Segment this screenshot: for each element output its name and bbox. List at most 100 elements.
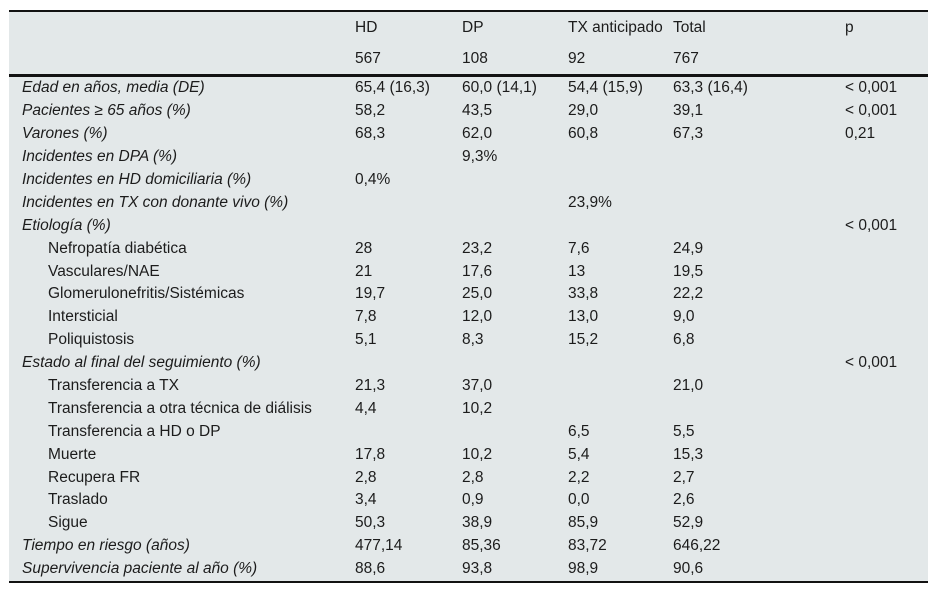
row-label: Pacientes ≥ 65 años (%) (22, 102, 191, 120)
cell-value (845, 535, 928, 558)
cell-value (355, 352, 462, 375)
cell-value: 21,3 (355, 377, 386, 395)
cell-value: 646,22 (673, 537, 721, 555)
table-row: Supervivencia paciente al año (%) 88,6 93,… (9, 558, 928, 582)
cell-value: 13 (568, 262, 586, 280)
cell-value: < 0,001 (845, 102, 898, 120)
cell-value: 6,5 (568, 422, 590, 440)
column-header: TX anticipado (568, 18, 663, 36)
row-label: Sigue (48, 514, 88, 532)
table-row: Incidentes en HD domiciliaria (%) 0,4% (9, 169, 928, 192)
table-row: Etiología (%) < 0,001 (9, 214, 928, 237)
row-label: Vasculares/NAE (48, 262, 160, 280)
cell-value: 33,8 (568, 285, 599, 303)
cell-value (462, 352, 568, 375)
cell-value (845, 558, 928, 582)
table-row: Pacientes ≥ 65 años (%) 58,2 43,5 29,0 39,1 <… (9, 100, 928, 123)
cell-value (355, 214, 462, 237)
row-label: Intersticial (48, 308, 118, 326)
cell-value: 43,5 (462, 102, 493, 120)
cell-value: 4,4 (355, 399, 377, 417)
cell-value: 85,36 (462, 537, 501, 555)
table-header: HD DP TX anticipado Total p 567 108 92 767 (9, 11, 928, 77)
cell-value: 7,8 (355, 308, 377, 326)
table-row: Tiempo en riesgo (años) 477,14 85,36 83,72 6… (9, 535, 928, 558)
cell-value: 37,0 (462, 377, 493, 395)
column-count: 767 (673, 43, 845, 77)
cell-value: 24,9 (673, 239, 704, 257)
cell-value: 2,6 (673, 491, 695, 509)
cell-value: 7,6 (568, 239, 590, 257)
cell-value: 21 (355, 262, 373, 280)
cell-value (673, 397, 845, 420)
row-label: Etiología (%) (22, 216, 111, 234)
column-header: DP (462, 18, 484, 36)
cell-value: 83,72 (568, 537, 607, 555)
cell-value: 67,3 (673, 125, 704, 143)
table-row: Transferencia a HD o DP 6,5 5,5 (9, 420, 928, 443)
cell-value (845, 512, 928, 535)
cell-value: 25,0 (462, 285, 493, 303)
cell-value: 10,2 (462, 399, 493, 417)
column-header: HD (355, 18, 378, 36)
table-row: Edad en años, media (DE) 65,4 (16,3) 60,0 … (9, 76, 928, 100)
cell-value: 2,7 (673, 468, 695, 486)
table-row: Traslado 3,4 0,9 0,0 2,6 (9, 489, 928, 512)
cell-value: 63,3 (16,4) (673, 79, 748, 97)
cell-value: 19,7 (355, 285, 386, 303)
column-count (9, 43, 355, 77)
cell-value: 10,2 (462, 445, 493, 463)
cell-value (568, 214, 673, 237)
cell-value: 9,3% (462, 148, 498, 166)
cell-value: 28 (355, 239, 373, 257)
cell-value (845, 397, 928, 420)
results-table: HD DP TX anticipado Total p 567 108 92 767 Edad… (9, 10, 928, 583)
cell-value: 93,8 (462, 560, 493, 578)
cell-value: 29,0 (568, 102, 599, 120)
cell-value: 17,6 (462, 262, 493, 280)
cell-value: < 0,001 (845, 79, 898, 97)
cell-value (355, 146, 462, 169)
cell-value: 12,0 (462, 308, 493, 326)
cell-value: 9,0 (673, 308, 695, 326)
cell-value: 2,2 (568, 468, 590, 486)
cell-value (845, 146, 928, 169)
cell-value: 85,9 (568, 514, 599, 532)
table-row: Incidentes en TX con donante vivo (%) 23,… (9, 191, 928, 214)
cell-value: 65,4 (16,3) (355, 79, 430, 97)
cell-value: 15,2 (568, 331, 599, 349)
table-row: Vasculares/NAE 21 17,6 13 19,5 (9, 260, 928, 283)
cell-value: 54,4 (15,9) (568, 79, 643, 97)
row-label: Transferencia a otra técnica de diálisis (48, 399, 312, 417)
table-row: Incidentes en DPA (%) 9,3% (9, 146, 928, 169)
cell-value: 0,0 (568, 491, 590, 509)
table-row: Poliquistosis 5,1 8,3 15,2 6,8 (9, 329, 928, 352)
cell-value: 60,0 (14,1) (462, 79, 537, 97)
cell-value (568, 397, 673, 420)
cell-value (845, 329, 928, 352)
row-label: Transferencia a TX (48, 377, 179, 395)
cell-value (568, 352, 673, 375)
cell-value (845, 283, 928, 306)
cell-value: 5,4 (568, 445, 590, 463)
table-row: Muerte 17,8 10,2 5,4 15,3 (9, 443, 928, 466)
cell-value (673, 191, 845, 214)
cell-value: 13,0 (568, 308, 599, 326)
column-count: 108 (462, 43, 568, 77)
cell-value: 23,9% (568, 193, 612, 211)
cell-value: 0,4% (355, 171, 391, 188)
cell-value (845, 191, 928, 214)
cell-value (845, 420, 928, 443)
cell-value (845, 169, 928, 192)
cell-value: 62,0 (462, 125, 493, 143)
column-header (9, 11, 355, 43)
row-label: Incidentes en HD domiciliaria (%) (22, 171, 252, 188)
table-row: Sigue 50,3 38,9 85,9 52,9 (9, 512, 928, 535)
table-row: Estado al final del seguimiento (%) < 0,0… (9, 352, 928, 375)
cell-value (673, 214, 845, 237)
cell-value: 5,5 (673, 422, 695, 440)
cell-value (355, 191, 462, 214)
row-label: Recupera FR (48, 468, 141, 486)
table-row: Glomerulonefritis/Sistémicas 19,7 25,0 33,8… (9, 283, 928, 306)
row-label: Varones (%) (22, 125, 108, 143)
